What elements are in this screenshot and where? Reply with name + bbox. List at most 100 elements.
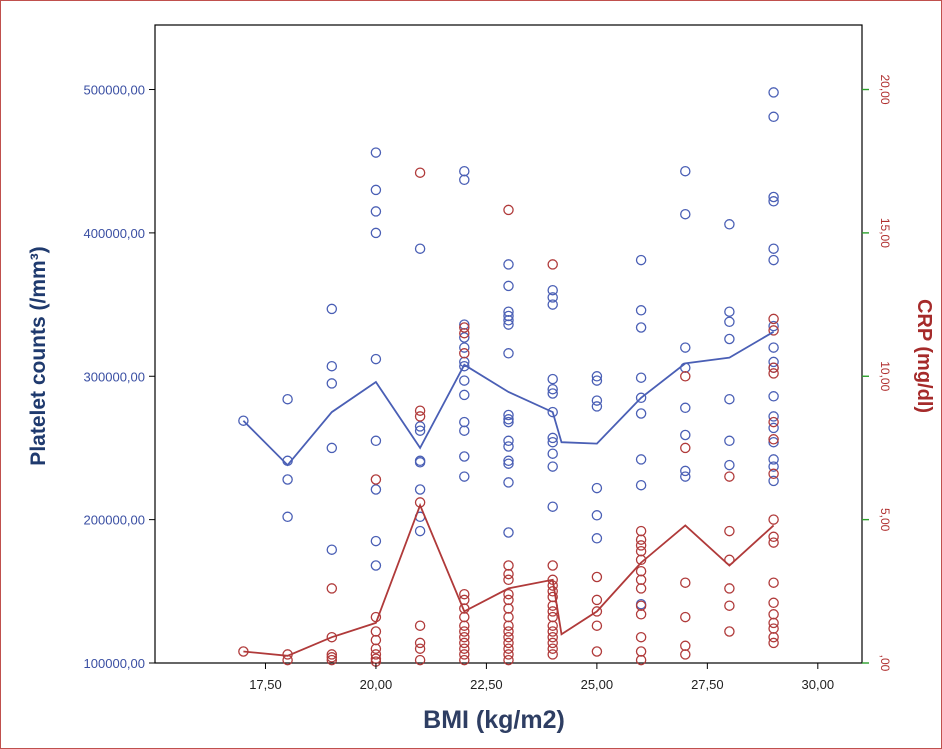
- platelet-counts-point: [503, 416, 514, 428]
- platelet-counts-point: [547, 448, 558, 459]
- crp-point: [503, 649, 514, 660]
- y2-tick-label: 5,00: [878, 508, 892, 532]
- y-tick-label: 500000,00: [84, 83, 145, 98]
- crp-point: [370, 643, 382, 654]
- platelet-counts-point: [459, 471, 470, 482]
- crp-point: [503, 643, 514, 654]
- platelet-counts-point: [768, 111, 779, 123]
- crp-point: [768, 514, 779, 525]
- platelet-counts-point: [370, 353, 382, 365]
- platelet-counts-point: [768, 342, 779, 353]
- platelet-counts-point: [680, 208, 691, 220]
- platelet-counts-point: [503, 319, 514, 330]
- crp-point: [459, 322, 470, 333]
- platelet-counts-point: [635, 305, 647, 316]
- platelet-counts-point: [680, 429, 691, 441]
- platelet-counts-point: [282, 474, 293, 485]
- platelet-counts-point: [591, 395, 603, 406]
- y2-tick-label: ,00: [878, 655, 892, 672]
- crp-point: [768, 313, 779, 325]
- crp-point: [414, 620, 426, 631]
- platelet-counts-point: [635, 372, 647, 383]
- platelet-counts-point: [503, 348, 514, 359]
- crp-point: [414, 411, 426, 422]
- platelet-counts-point: [724, 459, 735, 471]
- platelet-counts-point: [768, 191, 779, 203]
- crp-point: [503, 204, 514, 216]
- platelet-counts-mean-line: [242, 331, 775, 467]
- platelet-counts-point: [459, 360, 470, 372]
- crp-point: [724, 471, 735, 482]
- platelet-counts-point: [768, 254, 779, 266]
- platelet-counts-point: [503, 455, 514, 467]
- platelet-counts-point: [547, 432, 558, 444]
- crp-point: [370, 474, 382, 485]
- platelet-counts-point: [680, 342, 691, 353]
- crp-point: [635, 609, 647, 620]
- crp-point: [635, 583, 647, 594]
- crp-point: [414, 405, 426, 416]
- crp-point: [459, 626, 470, 637]
- crp-point: [591, 606, 603, 617]
- crp-point: [680, 649, 691, 660]
- y-tick-label: 100000,00: [84, 656, 145, 671]
- crp-point: [768, 577, 779, 588]
- platelet-counts-point: [282, 393, 293, 405]
- platelet-counts-point: [503, 315, 514, 326]
- platelet-counts-point: [503, 458, 514, 469]
- crp-point: [768, 531, 779, 543]
- platelet-counts-point: [370, 184, 382, 196]
- platelet-counts-point: [503, 441, 514, 452]
- platelet-counts-point: [768, 411, 779, 422]
- crp-point: [724, 600, 735, 611]
- platelet-counts-point: [591, 533, 603, 544]
- platelet-counts-point: [503, 409, 514, 421]
- platelet-counts-point: [414, 457, 426, 468]
- crp-point: [768, 325, 779, 336]
- platelet-counts-point: [724, 393, 735, 405]
- crp-point: [503, 568, 514, 580]
- platelet-counts-point: [680, 471, 691, 482]
- crp-point: [547, 259, 558, 270]
- crp-point: [459, 643, 470, 654]
- crp-point: [635, 631, 647, 643]
- platelet-counts-point: [547, 284, 558, 296]
- y-tick-label: 400000,00: [84, 226, 145, 241]
- platelet-counts-point: [591, 401, 603, 412]
- data-layer: [238, 87, 779, 667]
- platelet-counts-point: [459, 425, 470, 436]
- crp-point: [459, 620, 470, 631]
- crp-point: [591, 594, 603, 606]
- platelet-counts-point: [768, 475, 779, 487]
- crp-point: [768, 434, 779, 445]
- crp-point: [459, 588, 470, 600]
- platelet-counts-point: [326, 360, 338, 372]
- platelet-counts-point: [768, 196, 779, 207]
- crp-point: [414, 637, 426, 649]
- platelet-counts-point: [635, 254, 647, 266]
- crp-point: [459, 327, 470, 339]
- platelet-counts-point: [414, 421, 426, 432]
- crp-point: [591, 646, 603, 657]
- platelet-counts-point: [370, 227, 382, 239]
- platelet-counts-point: [591, 482, 603, 494]
- platelet-counts-point: [768, 422, 779, 434]
- x-tick-label: 25,00: [581, 677, 614, 692]
- platelet-counts-point: [724, 316, 735, 328]
- axes-layer: 17,50 20,00 22,50 25,00 27,50 30,00 100000,00 2…: [84, 75, 892, 692]
- platelet-counts-point: [680, 402, 691, 414]
- platelet-counts-point: [459, 451, 470, 462]
- crp-point: [768, 416, 779, 428]
- platelet-counts-point: [724, 333, 735, 345]
- platelet-counts-point: [459, 342, 470, 353]
- crp-mean-line: [243, 502, 775, 657]
- crp-point: [635, 654, 647, 666]
- crp-point: [768, 617, 779, 629]
- crp-point: [635, 534, 647, 545]
- platelet-counts-point: [768, 461, 779, 472]
- platelet-counts-point: [724, 306, 735, 317]
- platelet-counts-point: [768, 454, 779, 465]
- crp-point: [724, 583, 735, 594]
- platelet-counts-point: [547, 501, 558, 512]
- platelet-counts-point: [768, 436, 779, 448]
